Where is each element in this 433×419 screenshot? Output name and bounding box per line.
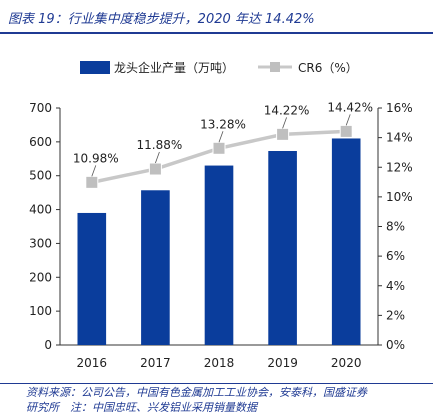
title-rule: [0, 32, 433, 34]
left-axis-tick-label: 100: [29, 304, 52, 318]
right-axis-tick-label: 4%: [386, 279, 405, 293]
x-axis-tick-label: 2018: [204, 356, 235, 370]
bar-2017: [141, 190, 170, 345]
source-note-line-1: 资料来源：公司公告，中国有色金属加工工业协会，安泰科，国盛证券: [26, 386, 367, 399]
left-axis-tick-label: 0: [44, 338, 52, 352]
data-label-2017: 11.88%: [137, 138, 183, 152]
right-axis-tick-label: 16%: [386, 101, 413, 115]
chart: 龙头企业产量（万吨） CR6（%） 0 100 200 300 400 500 600 700…: [29, 60, 413, 370]
left-axis-tick-label: 200: [29, 270, 52, 284]
cr6-marker-2018: [212, 141, 226, 155]
chart-title: 图表 19：行业集中度稳步提升，2020 年达 14.42%: [8, 12, 315, 27]
bar-2020: [331, 138, 361, 345]
cr6-marker-2017: [148, 162, 162, 176]
right-axis-tick-label: 2%: [386, 308, 405, 322]
legend: 龙头企业产量（万吨） CR6（%）: [80, 60, 358, 75]
data-labels: 10.98% 11.88% 13.28% 14.22% 14.42%: [73, 100, 373, 177]
bar-2016: [77, 212, 107, 345]
right-axis-tick-label: 6%: [386, 249, 405, 263]
data-label-leader: [91, 165, 97, 177]
right-axis-tick-label: 0%: [386, 338, 405, 352]
data-label-2019: 14.22%: [264, 103, 310, 117]
cr6-line-series: [85, 124, 353, 189]
x-axis-tick-label: 2019: [267, 356, 298, 370]
axes: 0 100 200 300 400 500 600 700 0% 2% 4% 6% 8% 10% 12% 14…: [29, 101, 413, 370]
x-axis-tick-label: 2017: [140, 356, 171, 370]
right-axis-tick-label: 8%: [386, 220, 405, 234]
footer-rule: [0, 383, 433, 384]
source-note-line-2: 研究所 注：中国忠旺、兴发铝业采用销量数据: [26, 401, 257, 414]
left-axis-tick-label: 300: [29, 236, 52, 250]
data-label-leader: [282, 117, 287, 129]
legend-bar-label: 龙头企业产量（万吨）: [114, 60, 234, 75]
data-label-leader: [218, 131, 224, 143]
left-axis-tick-label: 600: [29, 135, 52, 149]
legend-line-marker: [270, 62, 280, 72]
data-label-2020: 14.42%: [327, 100, 373, 114]
data-label-2018: 13.28%: [200, 117, 246, 131]
left-axis-tick-label: 400: [29, 203, 52, 217]
bar-2019: [268, 150, 297, 345]
data-label-leader: [345, 114, 351, 126]
right-axis-tick-label: 12%: [386, 160, 413, 174]
data-label-leader: [155, 151, 160, 164]
cr6-marker-2020: [339, 124, 353, 138]
left-axis-tick-label: 700: [29, 101, 52, 115]
x-axis-tick-label: 2020: [331, 356, 362, 370]
cr6-marker-2019: [276, 127, 290, 141]
legend-bar-swatch: [80, 61, 110, 74]
bar-2018: [204, 165, 234, 345]
bars: [77, 138, 361, 345]
right-axis-tick-label: 10%: [386, 190, 413, 204]
x-axis-tick-label: 2016: [77, 356, 108, 370]
legend-line-label: CR6（%）: [298, 61, 358, 75]
source-note: 资料来源：公司公告，中国有色金属加工工业协会，安泰科，国盛证券 研究所 注：中国…: [26, 385, 426, 415]
data-label-2016: 10.98%: [73, 151, 119, 165]
left-axis-tick-label: 500: [29, 169, 52, 183]
cr6-marker-2016: [85, 175, 99, 189]
right-axis-tick-label: 14%: [386, 131, 413, 145]
